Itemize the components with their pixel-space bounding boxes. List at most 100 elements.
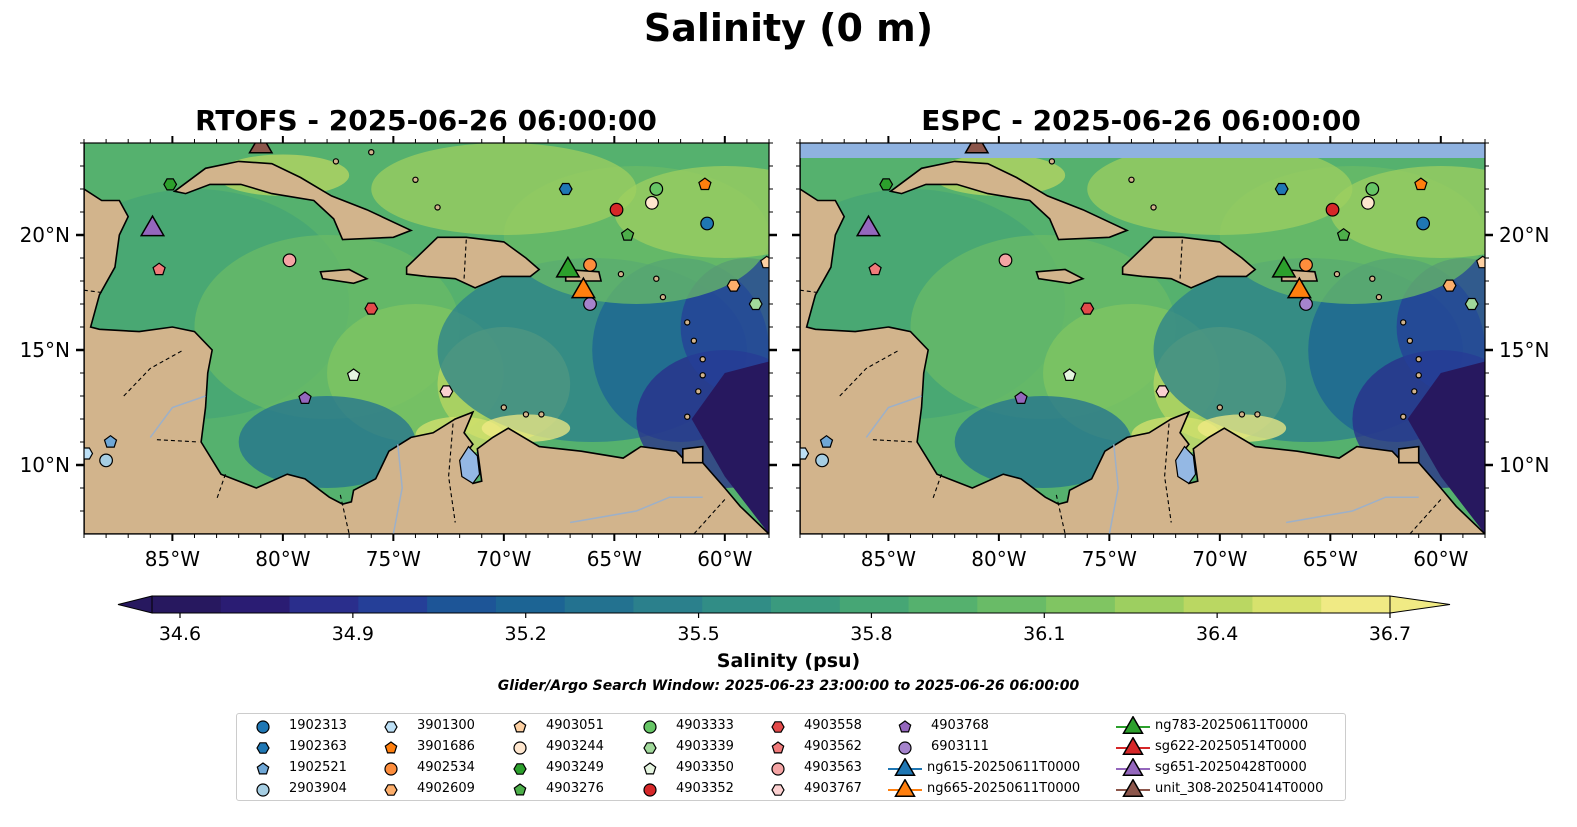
argo-marker-4903244: [644, 195, 659, 210]
argo-marker-4903339: [748, 297, 763, 311]
legend-label: 4903563: [804, 760, 862, 775]
legend-circle-marker: [898, 741, 912, 755]
no-data-band: [800, 143, 1485, 158]
legend-marker: [771, 784, 785, 796]
colorbar-tick-label: 35.2: [505, 623, 547, 645]
legend-hexagon-marker: [513, 763, 527, 775]
legend-marker: [256, 783, 270, 797]
small-island: [1216, 404, 1224, 411]
argo-marker-3901686: [1414, 177, 1428, 191]
legend-triangle-marker: [894, 779, 916, 798]
legend-marker: [513, 720, 527, 733]
salinity-patch: [238, 396, 416, 488]
glider-marker-sg651-20250428T0000: [855, 214, 882, 237]
legend-label: 3901686: [417, 739, 475, 754]
country-border: [448, 423, 456, 523]
small-island: [1238, 411, 1246, 418]
argo-marker-4903333: [1365, 182, 1380, 196]
y-tick-label: 10°N: [1499, 453, 1549, 477]
x-tick-label: 80°W: [971, 547, 1026, 571]
x-tick-label: 70°W: [476, 547, 531, 571]
small-island: [1150, 204, 1157, 211]
legend-label: 4903768: [931, 718, 989, 733]
legend-marker: [888, 779, 922, 798]
country-border: [1164, 423, 1172, 523]
argo-marker-4903767: [1155, 385, 1170, 398]
legend-triangle-marker: [1122, 779, 1144, 798]
argo-marker-1902313: [1416, 216, 1431, 231]
small-island: [1415, 372, 1422, 379]
river: [149, 395, 206, 438]
country-border: [800, 289, 818, 294]
land-mexico: [800, 143, 1485, 534]
x-tick-label: 75°W: [366, 547, 421, 571]
legend-marker: [384, 762, 398, 776]
legend-label: 4903339: [676, 739, 734, 754]
argo-marker-6903111: [1299, 297, 1313, 311]
argo-marker-4903563: [998, 253, 1013, 268]
argo-marker-4903051: [1476, 255, 1485, 269]
argo-marker-4902534: [1299, 258, 1313, 272]
colorbar-swatch: [358, 596, 428, 613]
legend-marker: [513, 783, 527, 796]
land-mexico: [84, 143, 769, 534]
argo-marker-4903562: [152, 262, 166, 276]
country-border: [123, 349, 184, 397]
small-island: [1369, 275, 1376, 282]
country-border: [693, 499, 726, 534]
land-jamaica: [1035, 268, 1085, 285]
legend-hexagon-marker: [256, 742, 270, 754]
small-island: [412, 176, 419, 183]
argo-marker-3901686: [698, 177, 712, 191]
legend-label: 4903051: [546, 718, 604, 733]
legend-label: 3901300: [417, 718, 475, 733]
legend: 1902313 1902363 1902521 2903904 3901300 39016…: [236, 713, 1346, 801]
legend-circle-marker: [643, 783, 657, 797]
figure-title: Salinity (0 m): [643, 6, 934, 50]
colorbar-swatch: [702, 596, 772, 613]
argo-marker-4903350: [1062, 368, 1077, 381]
x-tick-label: 70°W: [1192, 547, 1247, 571]
argo-marker-4902609: [1442, 279, 1457, 292]
argo-marker-2903904: [815, 453, 829, 468]
small-island: [1411, 388, 1418, 395]
country-border: [872, 439, 915, 443]
argo-marker-4903051: [760, 255, 769, 269]
legend-triangle-marker: [894, 758, 916, 777]
colorbar-swatch: [152, 596, 222, 613]
legend-label: unit_308-20250414T0000: [1155, 781, 1324, 796]
glider-marker-ng783-20250611T0000: [1271, 255, 1297, 278]
land-hispaniola: [1121, 236, 1257, 289]
x-tick-label: 80°W: [255, 547, 310, 571]
legend-label: 4903249: [546, 760, 604, 775]
argo-marker-6903111: [583, 297, 597, 311]
argo-marker-4903333: [649, 182, 664, 196]
legend-marker: [643, 783, 657, 797]
argo-marker-4903249: [879, 178, 894, 191]
legend-label: 4903333: [676, 718, 734, 733]
colorbar-swatch: [1321, 596, 1391, 613]
argo-marker-4903276: [1336, 227, 1351, 241]
small-island: [1048, 158, 1056, 165]
legend-circle-marker: [771, 762, 785, 776]
y-tick-label: 15°N: [20, 338, 70, 362]
legend-marker: [256, 720, 270, 734]
small-island: [699, 356, 706, 363]
land-trinidad: [682, 445, 704, 464]
argo-marker-4903768: [1014, 391, 1028, 404]
colorbar-tick-label: 35.5: [677, 623, 719, 645]
river: [392, 444, 403, 534]
legend-marker: [256, 762, 270, 775]
river: [865, 395, 922, 438]
colorbar-swatch: [839, 596, 910, 613]
legend-hexagon-marker: [771, 784, 785, 796]
x-tick-label: 60°W: [1413, 547, 1468, 571]
legend-hexagon-marker: [384, 721, 398, 733]
legend-label: sg622-20250514T0000: [1155, 739, 1307, 754]
colorbar-tick-label: 34.9: [332, 623, 374, 645]
atlantic-deep-water: [691, 361, 769, 534]
y-tick-label: 10°N: [20, 453, 70, 477]
legend-triangle-marker: [1122, 716, 1144, 735]
lake-maracaibo: [459, 445, 481, 485]
colorbar-swatch: [1252, 596, 1322, 613]
